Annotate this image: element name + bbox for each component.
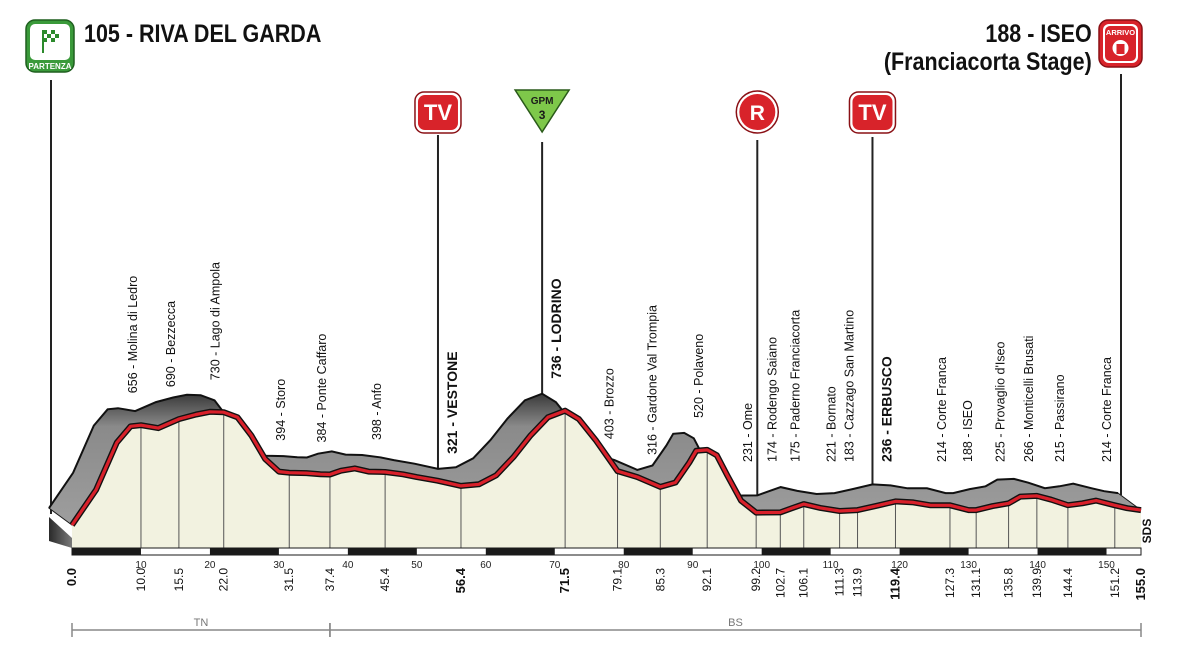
waypoint-label: 520 - Polaveno (692, 334, 706, 418)
profile-start-side (49, 517, 72, 548)
tv-icon: TV (414, 91, 462, 134)
km-axis-band (692, 548, 762, 555)
waypoint-label: 266 - Monticelli Brusati (1022, 336, 1036, 462)
finish-header: 188 - ISEO (Franciacorta Stage) (884, 20, 1092, 76)
waypoint-km-label: 37.4 (323, 568, 337, 592)
waypoint-label: 316 - Gardone Val Trompia (645, 305, 659, 455)
start-km-label: 0.0 (64, 568, 79, 586)
waypoint-label: 225 - Provaglio d'Iseo (994, 341, 1008, 462)
profile-fill (72, 410, 1141, 548)
km-tick-label: 80 (618, 560, 630, 571)
start-flag-icon: PARTENZA (25, 19, 75, 73)
start-name: RIVA DEL GARDA (138, 20, 322, 48)
km-tick-label: 140 (1029, 560, 1046, 571)
waypoint-label: 183 - Cazzago San Martino (843, 310, 857, 462)
feed-zone-label: R (750, 102, 765, 125)
waypoint-label: 221 - Bornato (825, 386, 839, 462)
waypoint-label: 214 - Corte Franca (1100, 357, 1114, 462)
waypoint-km-label: 144.4 (1061, 568, 1075, 598)
finish-arrivo-icon: ARRIVO (1098, 19, 1143, 68)
waypoint-label: 394 - Storo (274, 379, 288, 441)
waypoint-km-label: 135.8 (1002, 568, 1016, 598)
waypoint-km-label: 102.7 (773, 568, 787, 598)
waypoint-label: 236 - ERBUSCO (879, 356, 895, 462)
waypoint-km-label: 31.5 (282, 568, 296, 592)
km-tick-label: 50 (411, 560, 423, 571)
waypoint-km-label: 127.3 (943, 568, 957, 598)
waypoint-label: 398 - Anfo (370, 383, 384, 440)
waypoint-label: 690 - Bezzecca (164, 301, 178, 387)
km-tick-label: 150 (1098, 560, 1115, 571)
km-tick-label: 20 (204, 560, 216, 571)
start-altitude: 105 (84, 20, 120, 48)
waypoint-km-label: 85.3 (653, 568, 667, 592)
waypoint-km-label: 151.2 (1108, 568, 1122, 598)
km-axis-band (140, 548, 210, 555)
sds-label: SDS (1140, 519, 1154, 544)
waypoint-label: 403 - Brozzo (603, 368, 617, 439)
km-tick-label: 130 (960, 560, 977, 571)
finish-name: ISEO (1040, 20, 1092, 48)
waypoint-km-label: 79.1 (611, 568, 625, 592)
waypoint-km-label: 45.4 (378, 568, 392, 592)
km-tick-label: 90 (687, 560, 699, 571)
waypoint-km-label: 131.1 (969, 568, 983, 598)
waypoint-km-label: 106.1 (797, 568, 811, 598)
waypoint-label: 321 - VESTONE (444, 351, 460, 453)
waypoint-km-label: 92.1 (700, 568, 714, 592)
km-tick-label: 120 (891, 560, 908, 571)
profile-red-line (70, 409, 1142, 527)
km-axis-band (416, 548, 486, 555)
waypoint-label: 215 - Passirano (1053, 374, 1067, 462)
waypoint-label: 174 - Rodengo Saiano (765, 337, 779, 462)
waypoint-label: 656 - Molina di Ledro (126, 276, 140, 393)
waypoint-km-label: 113.9 (851, 568, 865, 597)
tv-badge-label: TV (858, 100, 886, 125)
km-axis-frame (71, 547, 1142, 556)
start-header: 105 - RIVA DEL GARDA (84, 20, 322, 48)
km-tick-label: 70 (549, 560, 561, 571)
feed-zone-icon: R (735, 90, 780, 134)
region-label: BS (728, 617, 743, 629)
waypoint-km-label: 22.0 (217, 568, 231, 592)
waypoint-km-label: 10.0 (134, 568, 148, 592)
waypoint-km-label: 111.3 (833, 568, 847, 597)
waypoint-label: 214 - Corte Franca (935, 357, 949, 462)
waypoint-km-label: 119.4 (888, 567, 903, 600)
waypoint-label: 730 - Lago di Ampola (209, 262, 223, 380)
start-badge-label: PARTENZA (29, 62, 72, 71)
km-tick-label: 60 (480, 560, 492, 571)
waypoint-label: 175 - Paderno Franciacorta (789, 310, 803, 462)
km-tick-label: 40 (342, 560, 354, 571)
km-axis-band (968, 548, 1038, 555)
waypoint-km-label: 15.5 (172, 568, 186, 592)
km-tick-label: 110 (823, 560, 839, 571)
km-tick-label: 30 (273, 560, 285, 571)
gpm-label: GPM (531, 96, 554, 107)
gpm-category: 3 (539, 108, 546, 122)
km-tick-label: 10 (135, 560, 147, 571)
region-label: TN (194, 617, 209, 629)
km-tick-label: 100 (753, 560, 770, 571)
waypoint-label: 736 - LODRINO (548, 278, 564, 378)
waypoint-km-label: 71.5 (557, 568, 572, 593)
waypoint-km-label: 99.2 (749, 568, 763, 592)
waypoint-label: 188 - ISEO (961, 400, 975, 462)
waypoint-label: 231 - Ome (741, 403, 755, 462)
waypoint-label: 384 - Ponte Caffaro (315, 334, 329, 443)
finish-badge-label: ARRIVO (1106, 28, 1135, 37)
waypoint-km-label: 56.4 (453, 567, 468, 593)
km-axis-band (278, 548, 348, 555)
tv-badge-label: TV (424, 100, 452, 125)
km-axis-band (830, 548, 900, 555)
km-axis-band (554, 548, 624, 555)
tv-icon: TV (848, 91, 897, 134)
finish-altitude: 188 (985, 20, 1022, 48)
waypoint-km-label: 139.9 (1030, 568, 1044, 598)
finish-subtitle: (Franciacorta Stage) (884, 48, 1092, 76)
finish-km-label: 155.0 (1133, 568, 1148, 601)
